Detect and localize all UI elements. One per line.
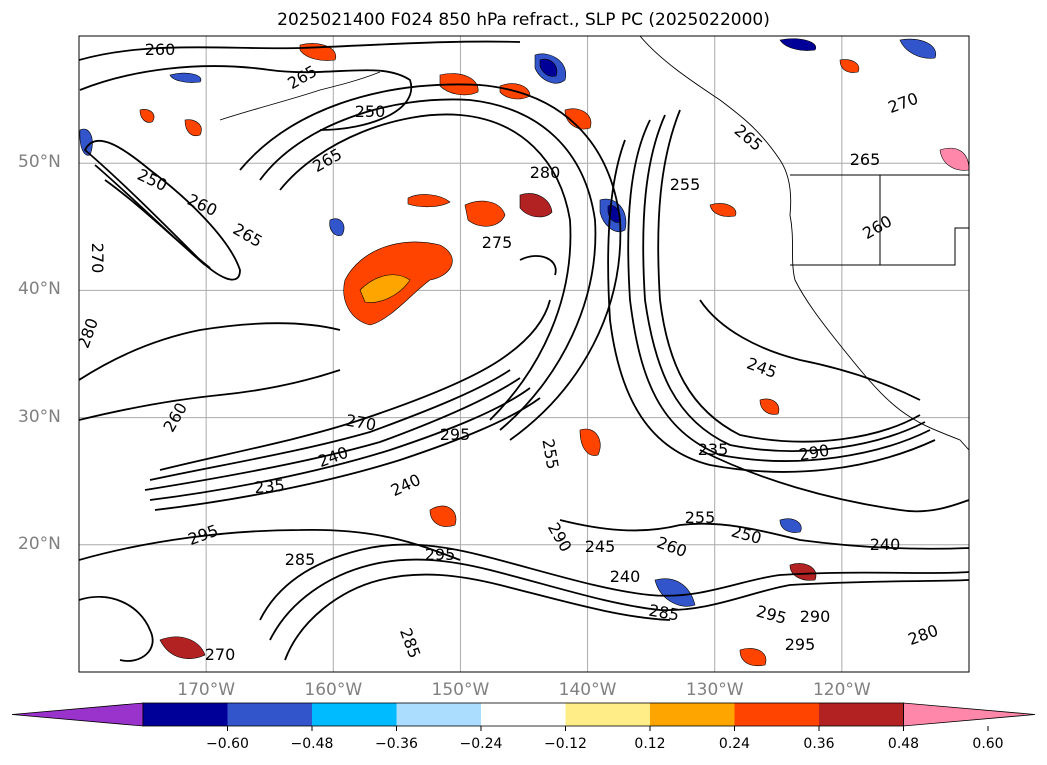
contour-label: 270 (88, 243, 107, 274)
contour-label: 265 (850, 150, 881, 169)
colorbar-outline (142, 702, 904, 727)
colorbar-extend-left (11, 702, 144, 727)
colorbar-tick-label: −0.60 (206, 736, 249, 752)
map-frame (78, 35, 970, 673)
contour-label: 285 (285, 550, 316, 569)
longitude-label: 130°W (685, 680, 744, 700)
colorbar-tick-label: −0.12 (544, 736, 587, 752)
contour-label: 295 (440, 425, 471, 444)
map-title: 2025021400 F024 850 hPa refract., SLP PC… (277, 10, 770, 30)
colorbar-tick-label: −0.48 (290, 736, 334, 752)
contour-label: 255 (670, 175, 701, 194)
latitude-label: 20°N (18, 533, 61, 554)
longitude-label: 160°W (304, 680, 363, 700)
contour-label: 245 (585, 537, 616, 556)
graticule (79, 36, 969, 672)
refractivity-shading (79, 38, 969, 667)
latitude-label: 40°N (18, 279, 61, 300)
contour-label: 240 (610, 567, 641, 586)
colorbar-tick-label: 0.48 (887, 736, 920, 752)
longitude-label: 150°W (431, 680, 490, 700)
colorbar-segment (565, 703, 650, 726)
latitude-label: 50°N (18, 152, 61, 173)
colorbar-segment (143, 703, 228, 726)
longitude-label: 140°W (558, 680, 617, 700)
colorbar-tick-label: −0.24 (459, 736, 503, 752)
border-lines (790, 174, 969, 266)
colorbar-segment (819, 703, 904, 726)
contour-label: 270 (205, 645, 236, 664)
slp-contours (79, 40, 969, 662)
colorbar-segment (650, 703, 735, 726)
colorbar-tick-label: 0.36 (803, 736, 835, 752)
longitude-label: 120°W (812, 680, 871, 700)
colorbar-segment (227, 703, 312, 726)
contour-label: 250 (355, 102, 386, 121)
colorbar (11, 702, 1036, 731)
colorbar-segment (734, 703, 819, 726)
contour-label: 295 (425, 545, 456, 564)
contour-label: 290 (800, 607, 831, 626)
contour-label: 260 (145, 40, 176, 59)
contour-label: 295 (785, 635, 816, 654)
colorbar-tick-label: 0.12 (634, 736, 666, 752)
colorbar-tick-label: −0.36 (375, 736, 418, 752)
longitude-label: 170°W (177, 680, 236, 700)
contour-label: 235 (253, 476, 285, 498)
colorbar-tick-label: 0.24 (718, 736, 751, 752)
coastline (219, 36, 969, 451)
contour-label: 275 (482, 233, 513, 252)
contour-label: 235 (698, 440, 729, 459)
contour-label: 280 (530, 163, 561, 182)
colorbar-segment (312, 703, 397, 726)
colorbar-segment (481, 703, 566, 726)
colorbar-extend-right (903, 702, 1036, 727)
contour-label: 255 (685, 508, 716, 527)
colorbar-tick-label: 0.60 (972, 736, 1004, 752)
latitude-label: 30°N (18, 406, 61, 427)
colorbar-segment (396, 703, 481, 726)
contour-label: 240 (870, 535, 901, 554)
